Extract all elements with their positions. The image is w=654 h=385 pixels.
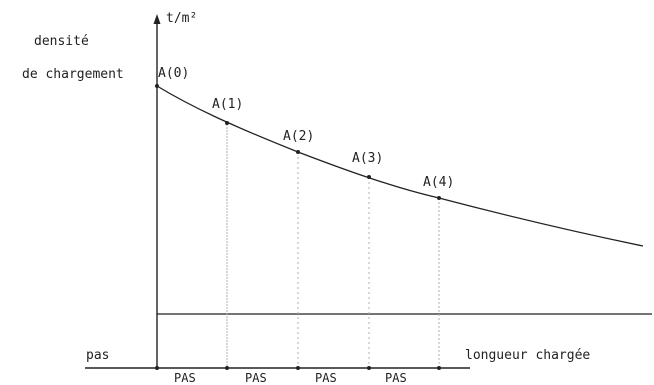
step-label-4: PAS xyxy=(385,371,407,385)
x-tick-0 xyxy=(155,366,159,370)
point-label-a3: A(3) xyxy=(352,151,383,166)
step-label-3: PAS xyxy=(315,371,337,385)
x-tick-2 xyxy=(296,366,300,370)
y-axis-unit: t/m² xyxy=(166,11,197,26)
x-tick-3 xyxy=(367,366,371,370)
x-axis-label: longueur chargée xyxy=(465,348,590,363)
x-tick-4 xyxy=(437,366,441,370)
point-marker-a4 xyxy=(437,196,441,200)
point-marker-a2 xyxy=(296,150,300,154)
point-marker-a1 xyxy=(225,121,229,125)
y-axis-label-line1: densité xyxy=(34,34,89,49)
point-label-a0: A(0) xyxy=(158,66,189,81)
point-label-a1: A(1) xyxy=(212,97,243,112)
y-axis-label-line2: de chargement xyxy=(22,67,124,82)
point-marker-a0 xyxy=(155,84,159,88)
y-axis-arrow xyxy=(153,14,161,24)
step-label-1: PAS xyxy=(174,371,196,385)
step-label-2: PAS xyxy=(245,371,267,385)
point-label-a4: A(4) xyxy=(423,175,454,190)
x-tick-1 xyxy=(225,366,229,370)
x-axis-left-label: pas xyxy=(86,348,109,363)
density-curve xyxy=(156,85,644,247)
point-marker-a3 xyxy=(367,175,371,179)
point-label-a2: A(2) xyxy=(283,129,314,144)
